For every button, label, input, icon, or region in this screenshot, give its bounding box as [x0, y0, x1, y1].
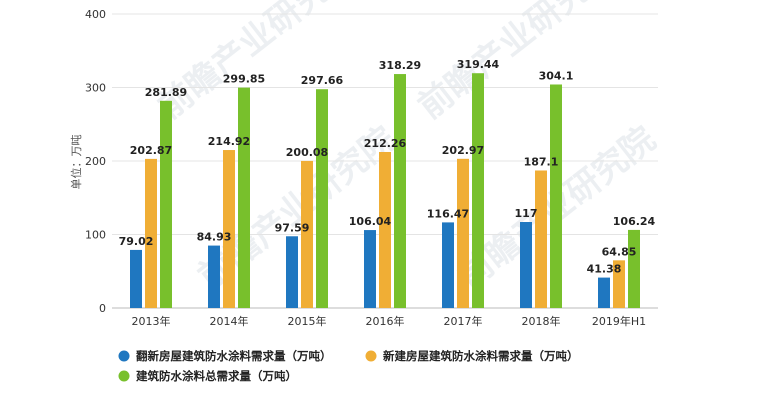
- y-tick-label: 300: [85, 82, 106, 95]
- data-label: 214.92: [208, 135, 250, 148]
- data-label: 299.85: [223, 73, 265, 86]
- data-labels: 79.02 202.87 281.89 84.93 214.92 299.85 97.59 2…: [119, 58, 656, 275]
- bar-3: [160, 100, 172, 308]
- bar-1: [442, 222, 454, 308]
- y-tick-label: 100: [85, 229, 106, 242]
- data-label: 319.44: [457, 58, 500, 71]
- data-label: 202.87: [130, 144, 172, 157]
- bar-1: [130, 249, 142, 308]
- y-axis-label: 单位：万吨: [69, 135, 83, 190]
- data-label: 97.59: [275, 221, 310, 234]
- bar-1: [598, 277, 610, 308]
- legend-item[interactable]: 建筑防水涂料总需求量（万吨）: [118, 369, 298, 383]
- data-label: 297.66: [301, 74, 344, 87]
- y-tick-label: 400: [85, 8, 106, 21]
- x-tick-label: 2015年: [288, 314, 327, 328]
- bar-2: [613, 260, 625, 308]
- x-axis-ticks: 2013年 2014年 2015年 2016年 2017年 2018年 2019年H1: [132, 314, 647, 328]
- bar-1: [520, 222, 532, 308]
- bar-3: [550, 84, 562, 308]
- bar-3: [394, 74, 406, 308]
- legend-label: 新建房屋建筑防水涂料需求量（万吨）: [383, 349, 579, 363]
- bar-2: [535, 170, 547, 308]
- data-label: 106.24: [613, 215, 656, 228]
- data-label: 116.47: [427, 207, 469, 220]
- data-label: 212.26: [364, 137, 407, 150]
- x-tick-label: 2014年: [210, 314, 249, 328]
- watermark-text: 前瞻产业研究院: [151, 0, 363, 127]
- bar-3: [238, 87, 250, 308]
- y-tick-label: 0: [99, 302, 106, 315]
- x-tick-label: 2019年H1: [592, 314, 646, 328]
- x-tick-label: 2016年: [366, 314, 405, 328]
- data-label: 117: [515, 207, 538, 220]
- bar-2: [301, 160, 313, 308]
- data-label: 318.29: [379, 59, 421, 72]
- data-label: 187.1: [524, 155, 559, 168]
- legend-label: 翻新房屋建筑防水涂料需求量（万吨）: [136, 349, 332, 363]
- data-label: 304.1: [539, 69, 574, 82]
- bar-3: [628, 229, 640, 308]
- data-label: 202.97: [442, 144, 484, 157]
- data-label: 41.38: [587, 263, 622, 276]
- bar-1: [286, 236, 298, 308]
- bar-3: [472, 73, 484, 308]
- legend-item[interactable]: 新建房屋建筑防水涂料需求量（万吨）: [365, 349, 579, 363]
- legend: 翻新房屋建筑防水涂料需求量（万吨） 新建房屋建筑防水涂料需求量（万吨） 建筑防水涂料…: [118, 349, 579, 383]
- data-label: 281.89: [145, 86, 187, 99]
- x-tick-label: 2013年: [132, 314, 171, 328]
- bars: [130, 73, 640, 308]
- legend-marker: [365, 350, 377, 362]
- x-tick-label: 2018年: [522, 314, 561, 328]
- bar-3: [316, 89, 328, 308]
- bar-2: [457, 158, 469, 308]
- bar-2: [223, 150, 235, 308]
- legend-label: 建筑防水涂料总需求量（万吨）: [136, 369, 297, 383]
- data-label: 79.02: [119, 235, 154, 248]
- y-axis-ticks: 0 100 200 300 400: [85, 8, 106, 315]
- legend-item[interactable]: 翻新房屋建筑防水涂料需求量（万吨）: [118, 349, 332, 363]
- legend-marker: [118, 350, 130, 362]
- y-tick-label: 200: [85, 155, 106, 168]
- watermark-text: 前瞻产业研究院: [411, 0, 623, 127]
- data-label: 200.08: [286, 146, 328, 159]
- data-label: 64.85: [602, 245, 637, 258]
- bar-1: [364, 230, 376, 308]
- data-label: 84.93: [197, 231, 232, 244]
- bar-1: [208, 245, 220, 308]
- bar-2: [379, 151, 391, 308]
- data-label: 106.04: [349, 215, 392, 228]
- bar-2: [145, 158, 157, 308]
- legend-marker: [118, 370, 130, 382]
- x-tick-label: 2017年: [444, 314, 483, 328]
